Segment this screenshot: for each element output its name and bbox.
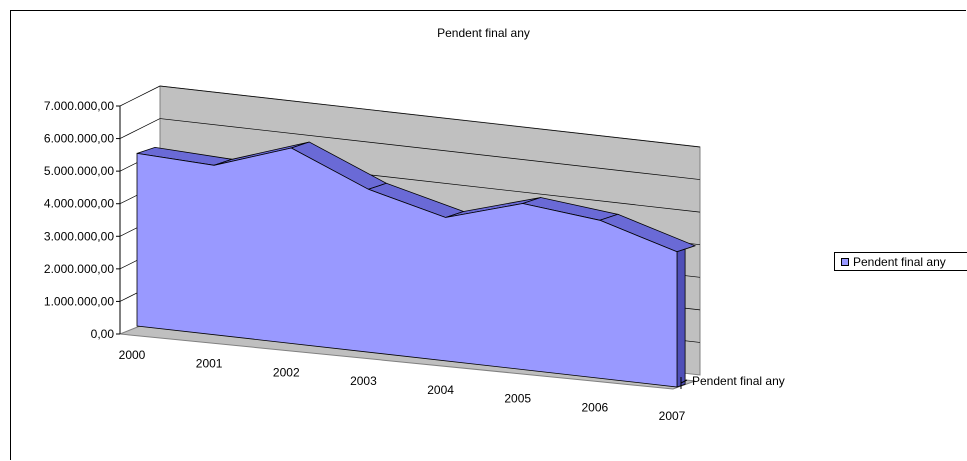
legend-label: Pendent final any (853, 255, 946, 269)
x-tick-label-4: 2004 (427, 383, 454, 397)
x-tick-label-2: 2002 (273, 365, 300, 379)
x-tick-label-0: 2000 (119, 348, 146, 362)
y-tick-label-0: 0,00 (91, 327, 115, 341)
y-tick-label-5: 5.000.000,00 (44, 164, 114, 178)
y-tick-label-2: 2.000.000,00 (44, 262, 114, 276)
y-tick-label-1: 1.000.000,00 (44, 294, 114, 308)
y-tick-label-4: 4.000.000,00 (44, 197, 114, 211)
y-tick-label-6: 6.000.000,00 (44, 132, 114, 146)
side-gridline-6 (119, 118, 161, 139)
x-tick-label-6: 2006 (582, 400, 609, 414)
chart-title: Pendent final any (437, 26, 530, 40)
legend: Pendent final any (834, 252, 967, 271)
side-gridline-7 (119, 85, 161, 107)
area-side-face (676, 248, 686, 388)
y-tick-label-3: 3.000.000,00 (44, 229, 114, 243)
depth-axis-label: Pendent final any (692, 374, 785, 388)
depth-tick (680, 379, 688, 384)
gridline-7 (159, 85, 701, 148)
y-tick-label-7: 7.000.000,00 (44, 99, 114, 113)
x-tick-label-3: 2003 (350, 374, 377, 388)
area-front-face (136, 147, 678, 388)
x-tick-label-1: 2001 (196, 357, 223, 371)
legend-swatch (841, 258, 849, 266)
x-tick-label-5: 2005 (504, 392, 531, 406)
x-tick-label-7: 2007 (659, 409, 686, 423)
gridline-6 (159, 118, 701, 180)
